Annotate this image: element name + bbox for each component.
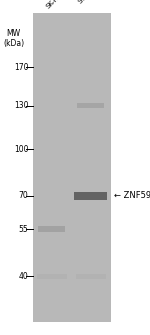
Bar [77, 103, 104, 108]
Bar [38, 226, 65, 232]
Text: 55: 55 [19, 225, 28, 234]
Bar [74, 192, 107, 200]
Text: 130: 130 [14, 101, 28, 110]
Bar [33, 13, 111, 322]
Text: 40: 40 [19, 272, 28, 281]
Text: SK-N-SH: SK-N-SH [45, 0, 69, 10]
Text: SK-N-SH nuclear
extract: SK-N-SH nuclear extract [77, 0, 126, 10]
Text: 170: 170 [14, 63, 28, 71]
Text: MW
(kDa): MW (kDa) [3, 29, 24, 48]
Bar [76, 274, 106, 279]
Bar [37, 274, 67, 279]
Text: 70: 70 [19, 192, 28, 200]
Text: ← ZNF599: ← ZNF599 [114, 192, 150, 200]
Text: 100: 100 [14, 145, 28, 153]
